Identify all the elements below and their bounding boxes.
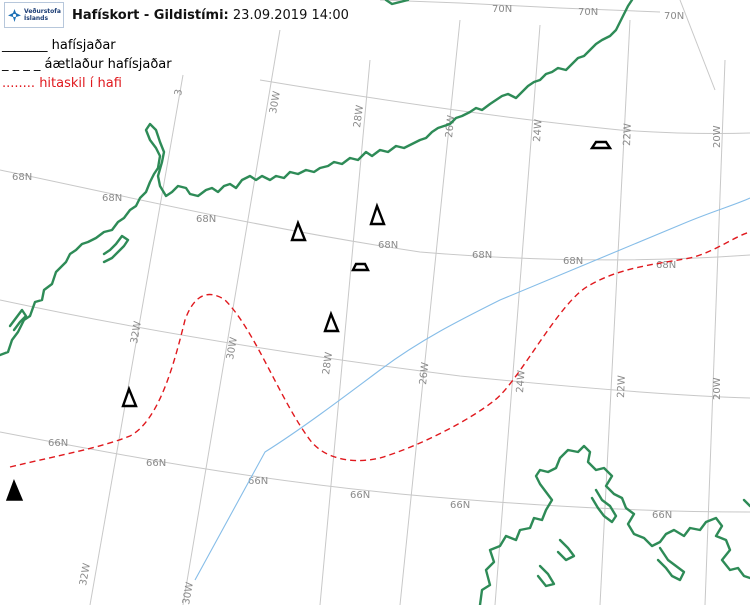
lon-line-20w bbox=[704, 59, 726, 605]
grid-label-66n: 66N bbox=[652, 510, 672, 521]
iceberg-triangle-icon bbox=[290, 219, 307, 242]
iceberg-trapezoid-icon bbox=[351, 262, 370, 272]
greenland-coastline bbox=[0, 0, 634, 357]
vedurstofa-logo: Veðurstofa Íslands bbox=[4, 2, 64, 28]
lat-line-69n bbox=[259, 79, 750, 135]
iceberg-filled-triangle-icon bbox=[5, 478, 24, 501]
iceland-coastline bbox=[656, 546, 686, 582]
greenland-coastline bbox=[384, 0, 410, 6]
iceberg-triangle-icon bbox=[369, 202, 386, 226]
logo-text: Veðurstofa Íslands bbox=[24, 8, 61, 22]
grid-label-24w: 24W bbox=[515, 370, 528, 393]
vedurstofa-logo-icon bbox=[8, 8, 21, 22]
grid-label-66n: 66N bbox=[248, 476, 268, 487]
grid-label-28w: 28W bbox=[321, 351, 335, 375]
lon-line-28w bbox=[319, 59, 371, 605]
chart-title: Hafískort - Gildistími: 23.09.2019 14:00 bbox=[72, 8, 349, 23]
grid-label-70n: 70N bbox=[578, 7, 598, 18]
iceland-coastline bbox=[556, 538, 576, 562]
grid-label-66n: 66N bbox=[350, 490, 370, 501]
grid-label-30w: 30W bbox=[225, 336, 240, 360]
lon-line-32w bbox=[89, 74, 184, 605]
lon-line-26w bbox=[399, 19, 461, 605]
grid-label-68n: 68N bbox=[378, 240, 398, 251]
grid-label-70n: 70N bbox=[492, 4, 512, 15]
grid-label-30w: 30W bbox=[268, 90, 283, 114]
iceberg-triangle-icon bbox=[323, 310, 340, 333]
grid-label-32w: 3 bbox=[173, 88, 185, 96]
grid-label-68n: 68N bbox=[102, 193, 122, 204]
grid-label-22w: 22W bbox=[622, 123, 634, 146]
chart-title-main: Hafískort - Gildistími: bbox=[72, 7, 229, 23]
grid-label-28w: 28W bbox=[352, 104, 366, 128]
grid-label-22w: 22W bbox=[616, 375, 628, 398]
grid-label-32w: 32W bbox=[129, 320, 144, 344]
greenland-coastline bbox=[102, 234, 130, 264]
lat-line-66n bbox=[0, 431, 750, 513]
legend-ocean-front: ........ hitaskil í hafi bbox=[2, 76, 122, 91]
legend-ice-edge: _______ hafísjaðar bbox=[2, 38, 116, 53]
grid-label-20w: 20W bbox=[712, 377, 723, 400]
grid-label-26w: 26W bbox=[418, 362, 431, 386]
grid-label-24w: 24W bbox=[532, 119, 545, 142]
chart-header: Veðurstofa Íslands Hafískort - Gildistím… bbox=[0, 0, 349, 30]
greenland-coastline bbox=[8, 308, 28, 332]
lat-line-67n bbox=[0, 299, 750, 399]
grid-label-20w: 20W bbox=[712, 125, 723, 148]
ocean-front-line bbox=[9, 231, 750, 468]
lon-line-22w bbox=[599, 19, 631, 605]
map-legend: _______ hafísjaðar _ _ _ _ áætlaður hafí… bbox=[2, 36, 172, 93]
blue-line bbox=[194, 197, 750, 581]
iceland-coastline bbox=[742, 498, 750, 508]
grid-label-66n: 66N bbox=[450, 500, 470, 511]
grid-label-68n: 68N bbox=[563, 256, 583, 267]
chart-valid-time: 23.09.2019 14:00 bbox=[232, 7, 349, 23]
iceland-coastline bbox=[478, 444, 750, 605]
logo-line-2: Íslands bbox=[24, 15, 49, 22]
grid-label-70n: 70N bbox=[664, 11, 684, 22]
iceberg-triangle-icon bbox=[121, 385, 138, 408]
lat-line-68n bbox=[0, 169, 750, 261]
lon-line-24w bbox=[494, 24, 541, 605]
iceland-coastline bbox=[536, 564, 556, 588]
iceberg-trapezoid-icon bbox=[589, 140, 613, 150]
lat-line-70n bbox=[379, 0, 661, 13]
logo-line-1: Veðurstofa bbox=[24, 8, 61, 15]
grid-label-68n: 68N bbox=[656, 260, 676, 271]
legend-estimated-ice-edge: _ _ _ _ áætlaður hafísjaðar bbox=[2, 57, 172, 72]
grid-label-66n: 66N bbox=[48, 438, 68, 449]
grid-label-68n: 68N bbox=[196, 214, 216, 225]
lon-line-18w bbox=[679, 0, 716, 91]
lon-line-30w bbox=[182, 0, 286, 605]
grid-label-32w: 32W bbox=[78, 562, 93, 586]
iceland-coastline bbox=[590, 488, 618, 524]
grid-label-68n: 68N bbox=[12, 172, 32, 183]
grid-label-66n: 66N bbox=[146, 458, 166, 469]
grid-label-68n: 68N bbox=[472, 250, 492, 261]
grid-label-30w: 30W bbox=[181, 581, 196, 605]
